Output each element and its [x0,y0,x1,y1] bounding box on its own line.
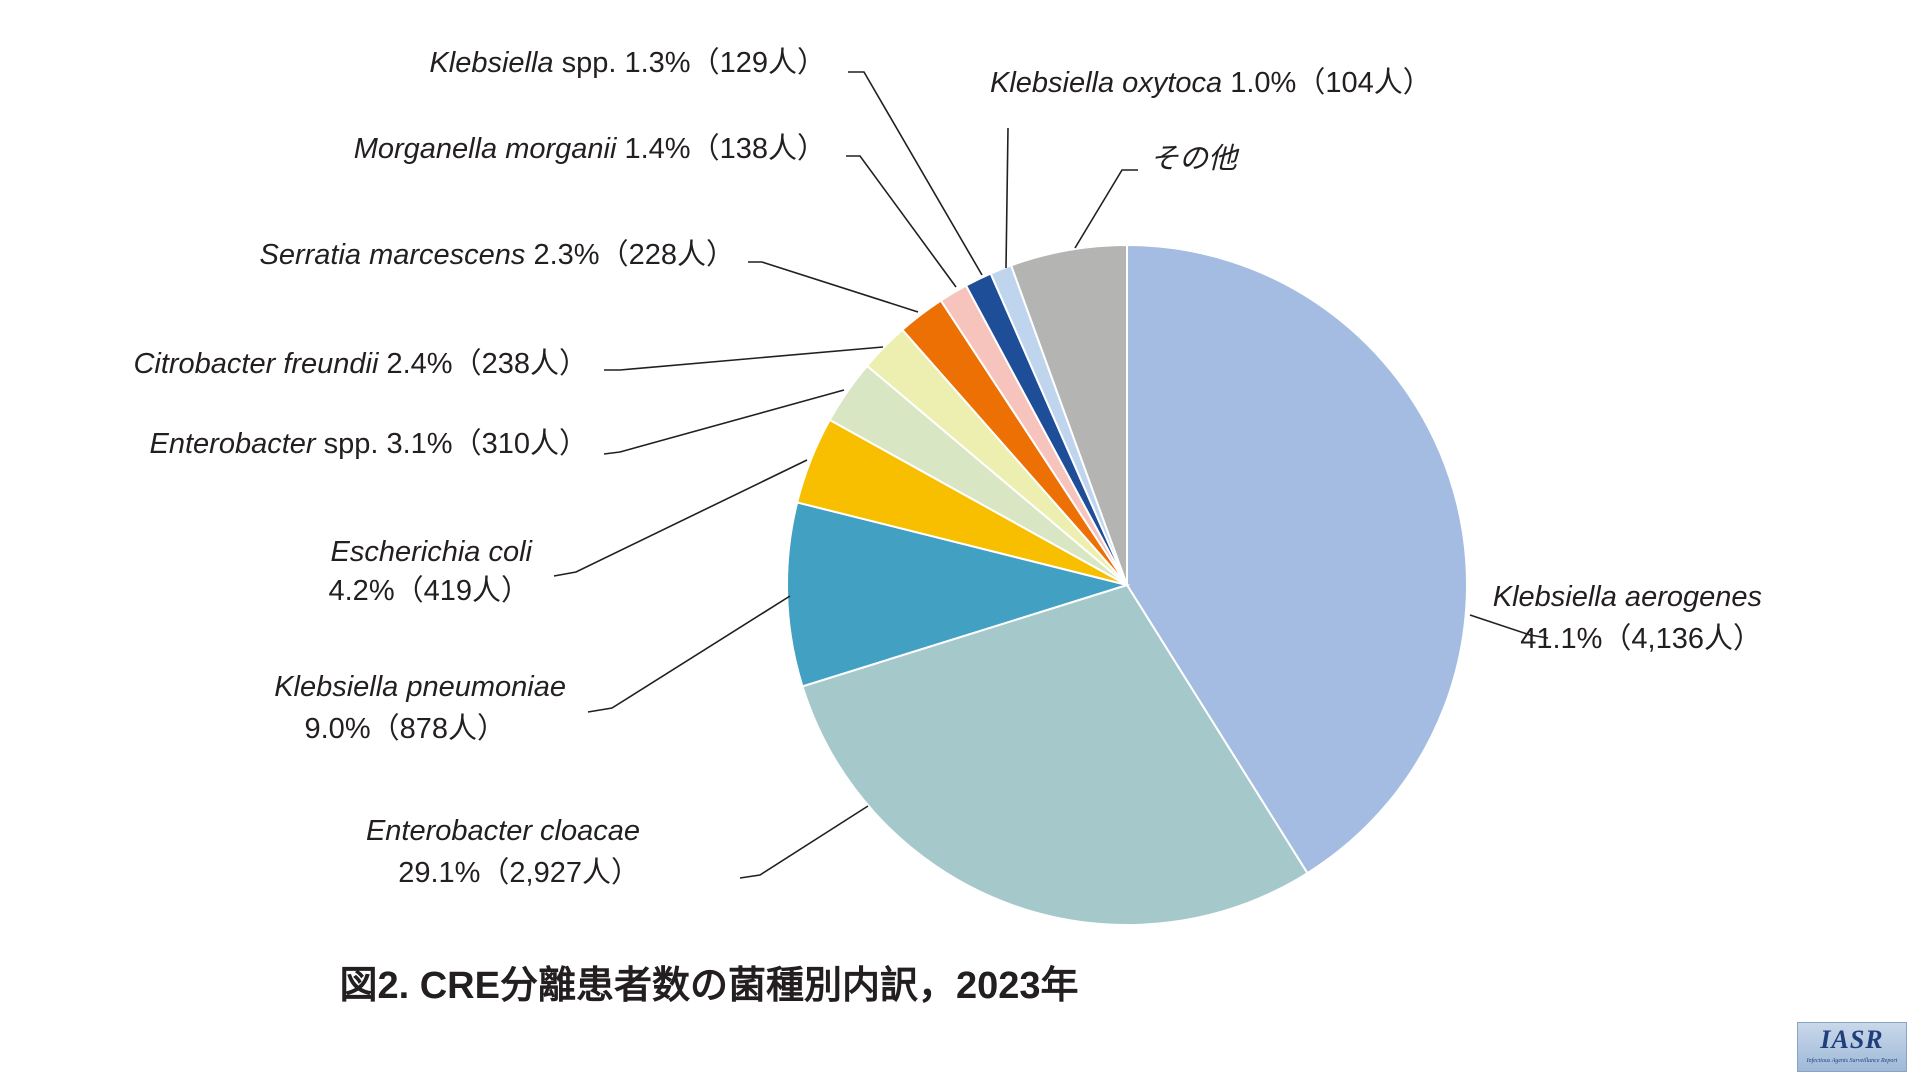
slice-label-percent: 2.4% [378,348,452,380]
leader-line [587,595,791,713]
slice-label: 4.2%（419人） [329,575,531,607]
slice-label: Klebsiella aerogenes [1493,581,1762,613]
slice-label: Serratia marcescens 2.3%（228人） [260,239,736,271]
slice-label-count: （878人） [371,713,506,745]
slice-label: 9.0%（878人） [305,713,507,745]
slice-label-percent: 1.3% [616,47,690,79]
logo-subtext: Infectious Agents Surveillance Report [1806,1058,1898,1064]
pie-slice-klebsiella-pneumoniae [786,501,1131,688]
slice-label-percent: 29.1% [398,857,480,889]
leader-line [846,155,957,288]
slice-label-percent: 1.4% [616,133,690,165]
slice-label-count: （2,927人） [480,857,640,889]
slice-label-name: Klebsiella aerogenes [1493,581,1762,613]
leader-line [1005,127,1009,269]
leader-line [603,389,845,455]
slice-label-name: Morganella morganii [354,133,618,165]
slice-label-count: （104人） [1296,67,1431,99]
slice-label: Enterobacter cloacae [366,815,640,847]
leader-line [1469,614,1549,639]
slice-label-count: （4,136人） [1602,623,1762,655]
slice-label-name: Serratia marcescens [260,239,526,271]
pie-slice-klebsiella-aerogenes [1126,243,1468,875]
leader-line [848,71,983,276]
slice-label-name: Enterobacter cloacae [366,815,640,847]
pie-slices [786,243,1468,926]
slice-label-count: （419人） [395,575,530,607]
slice-label-count: （138人） [691,133,826,165]
slice-label-percent: 1.0% [1222,67,1296,99]
leader-line [553,459,808,577]
pie-slice-enterobacter-cloacae [801,583,1309,926]
slice-label-percent: 41.1% [1520,623,1602,655]
slice-label-count: （310人） [453,428,588,460]
slice-label-name: Klebsiella [429,47,553,79]
slice-label-percent: 9.0% [305,713,371,745]
slice-label: Enterobacter spp. 3.1%（310人） [150,428,588,460]
slice-label: その他 [1150,143,1240,175]
slice-label-name: その他 [1150,143,1240,175]
chart-title: 図2. CRE分離患者数の菌種別内訳，2023年 [339,965,1078,1007]
leader-line [604,346,884,371]
slice-label: Klebsiella pneumoniae [274,671,566,703]
slice-label-name: Klebsiella oxytoca [990,67,1222,99]
slice-label: Morganella morganii 1.4%（138人） [354,133,826,165]
slice-label-name: Escherichia coli [331,536,534,568]
leader-line [739,805,869,879]
leader-lines [553,71,1549,879]
slice-label-suffix: spp. [554,47,617,79]
slice-label: 41.1%（4,136人） [1520,623,1762,655]
logo-text: IASR [1820,1025,1884,1054]
slice-label-count: （129人） [691,47,826,79]
slice-label-percent: 3.1% [378,428,452,460]
slice-label: Klebsiella spp. 1.3%（129人） [429,47,826,79]
slice-label-percent: 2.3% [525,239,599,271]
slice-label-count: （228人） [600,239,735,271]
slice-labels: Klebsiella aerogenes 41.1%（4,136人） Enterob… [133,47,1762,889]
pie-slice-other [1009,243,1128,586]
slice-label-name: Enterobacter [150,428,317,460]
iasr-logo: IASR Infectious Agents Surveillance Repo… [1797,1022,1907,1072]
leader-line [1074,169,1138,249]
slice-label-percent: 4.2% [329,575,395,607]
slice-label-suffix: spp. [316,428,379,460]
slice-label: Klebsiella oxytoca 1.0%（104人） [990,67,1432,99]
slice-label-name: Citrobacter freundii [133,348,380,380]
slice-label-name: Klebsiella pneumoniae [274,671,566,703]
slice-label: 29.1%（2,927人） [398,857,640,889]
slice-label: Citrobacter freundii 2.4%（238人） [133,348,588,380]
slice-label: Escherichia coli [331,536,534,568]
slice-label-count: （238人） [453,348,588,380]
leader-line [748,261,919,313]
